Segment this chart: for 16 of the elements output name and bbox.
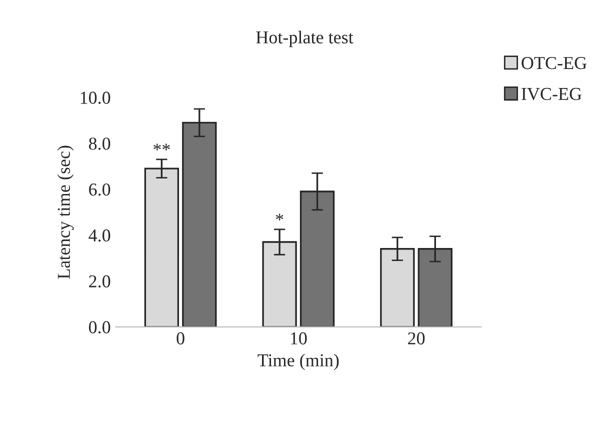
chart-title: Hot-plate test	[256, 30, 354, 48]
y-tick-label: 0.0	[88, 321, 110, 334]
x-tick-label: 0	[176, 332, 184, 344]
y-tick-label: 4.0	[88, 229, 110, 242]
legend-label: IVC-EG	[522, 88, 582, 100]
y-tick-label: 10.0	[80, 92, 110, 104]
x-axis-title: Time (min)	[258, 354, 339, 370]
annotation: **	[154, 144, 170, 150]
x-tick-label: 10	[290, 332, 307, 344]
legend-label: OTC-EG	[522, 56, 587, 70]
y-tick-label: 2.0	[89, 275, 110, 288]
y-tick-label: 6.0	[89, 183, 110, 196]
annotation: *	[276, 214, 284, 220]
y-axis-title: Latency time (sec)	[57, 146, 74, 279]
y-tick-label: 8.0	[88, 138, 110, 150]
x-tick-label: 20	[408, 332, 425, 344]
